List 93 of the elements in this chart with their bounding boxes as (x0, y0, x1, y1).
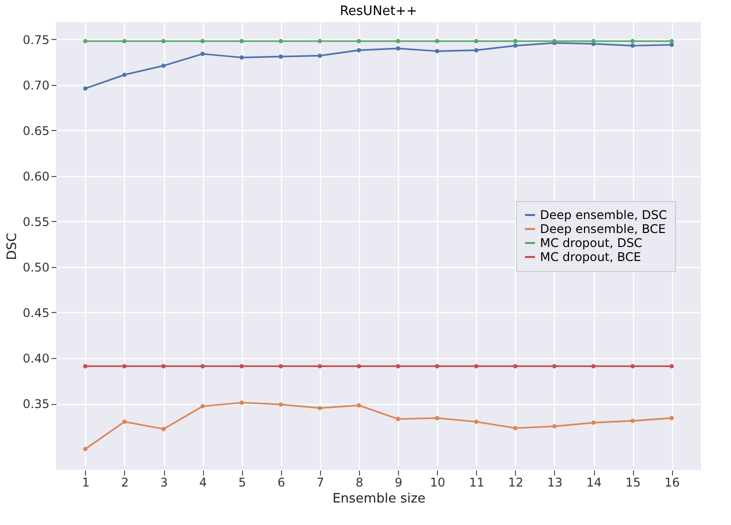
point (356, 39, 362, 44)
point (591, 364, 596, 368)
y-tick-label: 0.55 (22, 214, 50, 229)
point (318, 364, 322, 368)
point (161, 364, 166, 368)
x-tick-label: 16 (664, 476, 680, 490)
point (630, 39, 635, 44)
y-tick-label: 0.45 (22, 306, 50, 320)
point (474, 39, 478, 44)
x-tick-label: 8 (356, 476, 364, 490)
point (591, 420, 596, 425)
legend-label: MC dropout, DSC (540, 236, 642, 250)
point (200, 404, 205, 408)
point (278, 364, 283, 368)
point (278, 402, 283, 407)
point (396, 416, 400, 422)
point (670, 42, 674, 47)
x-axis-title: Ensemble size (332, 492, 426, 506)
point (670, 39, 674, 44)
y-axis-title: DSC (4, 232, 20, 260)
point (122, 420, 127, 424)
point (83, 364, 88, 368)
x-tick-label: 12 (508, 476, 524, 490)
point (161, 39, 166, 44)
point (200, 364, 205, 368)
point (435, 49, 440, 54)
point (122, 72, 127, 77)
point (318, 39, 322, 44)
point (200, 39, 205, 44)
point (240, 55, 244, 60)
point (435, 416, 440, 420)
point (240, 364, 244, 368)
point (356, 48, 362, 52)
x-tick-label: 10 (430, 476, 446, 490)
point (122, 39, 127, 44)
point (435, 39, 440, 44)
point (670, 364, 674, 368)
point (318, 54, 322, 58)
y-tick-label: 0.60 (22, 169, 50, 184)
x-tick-label: 11 (469, 476, 484, 490)
legend-label: Deep ensemble, BCE (540, 222, 666, 236)
point (396, 364, 400, 368)
x-tick-label: 6 (277, 476, 286, 490)
point (474, 420, 478, 424)
x-tick-label: 14 (586, 476, 602, 490)
y-tick-label: 0.40 (22, 352, 50, 366)
point (161, 64, 166, 68)
point (161, 426, 166, 432)
point (630, 364, 635, 368)
point (396, 39, 400, 44)
y-tick-label: 0.70 (22, 78, 50, 92)
point (356, 403, 362, 408)
point (122, 364, 127, 368)
legend-label: MC dropout, BCE (540, 250, 642, 264)
x-tick-label: 4 (199, 476, 207, 490)
point (200, 52, 205, 56)
point (318, 406, 322, 410)
point (513, 364, 518, 368)
point (278, 39, 283, 44)
point (435, 364, 440, 368)
point (474, 48, 478, 52)
x-tick-label: 3 (160, 476, 168, 490)
point (630, 418, 635, 423)
y-tick-label: 0.50 (22, 260, 50, 274)
point (552, 364, 557, 368)
point (591, 39, 596, 44)
point (83, 39, 88, 44)
x-tick-label: 5 (238, 476, 246, 490)
point (83, 86, 88, 91)
point (474, 364, 478, 368)
point (278, 54, 283, 59)
legend-label: Deep ensemble, DSC (540, 208, 667, 222)
x-tick-label: 1 (82, 476, 90, 490)
point (670, 416, 674, 420)
point (356, 364, 362, 368)
point (552, 424, 557, 428)
x-tick-label: 13 (547, 476, 563, 490)
x-tick-label: 15 (625, 476, 641, 490)
point (240, 39, 244, 44)
y-tick-label: 0.75 (22, 32, 50, 47)
point (396, 46, 400, 51)
point (513, 44, 518, 48)
point (83, 446, 88, 452)
point (630, 44, 635, 48)
y-tick-label: 0.65 (22, 124, 50, 138)
point (513, 39, 518, 44)
point (240, 400, 244, 405)
chart-title: ResUNet++ (340, 4, 418, 19)
x-tick-label: 7 (316, 476, 324, 490)
y-tick-label: 0.35 (22, 397, 50, 412)
x-tick-label: 9 (394, 476, 402, 490)
x-tick-label: 2 (121, 476, 129, 490)
point (513, 426, 518, 430)
